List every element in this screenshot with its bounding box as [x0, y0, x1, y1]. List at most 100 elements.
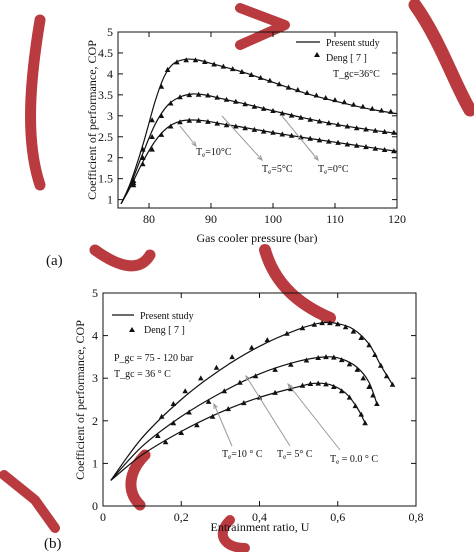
annotation-arrow-3	[287, 383, 341, 451]
data-marker-1	[369, 105, 375, 111]
data-marker-2	[149, 134, 155, 139]
y-tick-label: 1	[92, 456, 98, 470]
series-line-3	[110, 382, 366, 481]
plot-frame-a	[117, 31, 398, 209]
legend-note-b-2: T_gc = 36 ° C	[114, 369, 171, 380]
data-marker-1	[388, 108, 394, 114]
data-marker-1	[358, 334, 364, 340]
data-marker-2	[251, 103, 258, 109]
legend-note-a: T_gc=36°C	[333, 69, 380, 80]
data-marker-1	[140, 146, 146, 152]
data-marker-2	[186, 409, 192, 415]
y-tick-label: 5	[92, 286, 98, 300]
data-marker-3	[358, 411, 364, 417]
panel-tag-a: (a)	[46, 253, 63, 269]
data-marker-2	[338, 357, 345, 363]
data-marker-3	[331, 383, 337, 389]
data-marker-2	[195, 91, 202, 97]
data-marker-1	[192, 57, 199, 63]
legend-marker-b	[129, 327, 135, 332]
data-marker-3	[288, 132, 295, 138]
data-marker-1	[366, 342, 372, 348]
y-tick-label: 2	[92, 414, 98, 428]
annotation-arrow-1	[179, 125, 197, 147]
annotation-arrowhead-1	[191, 141, 197, 148]
data-marker-2	[323, 354, 329, 360]
y-tick-label: 2.5	[98, 130, 113, 144]
y-ticks-b: 0 1 2 3 4 5	[92, 286, 416, 513]
data-marker-2	[335, 121, 341, 127]
data-marker-2	[205, 398, 212, 404]
legend-marker-label-b: Deng [ 7 ]	[144, 325, 185, 336]
data-marker-3	[353, 142, 360, 148]
data-marker-3	[352, 403, 359, 409]
data-marker-3	[323, 381, 329, 387]
data-marker-1	[327, 320, 333, 326]
data-marker-3	[391, 148, 397, 154]
data-marker-1	[378, 107, 385, 113]
data-marker-2	[233, 98, 239, 104]
data-marker-3	[251, 126, 258, 132]
series-line-3	[120, 119, 398, 205]
series-label-b-2: Te= 5° C	[277, 449, 313, 461]
data-marker-1	[229, 354, 235, 360]
data-marker-2	[331, 354, 337, 360]
data-marker-3	[167, 123, 174, 129]
markers-b	[155, 320, 396, 445]
data-marker-2	[155, 432, 161, 438]
data-marker-2	[177, 94, 183, 100]
data-marker-3	[372, 145, 379, 151]
x-tick-label: 0,8	[409, 510, 424, 524]
data-marker-3	[307, 380, 314, 386]
data-marker-3	[158, 131, 165, 137]
annotation-arrow-3	[281, 115, 319, 161]
data-marker-2	[307, 116, 313, 122]
data-marker-3	[279, 131, 286, 137]
data-marker-2	[374, 401, 380, 406]
y-tick-label: 3	[107, 109, 113, 123]
y-tick-label: 0	[92, 499, 98, 513]
data-marker-3	[149, 146, 155, 152]
data-marker-1	[229, 66, 236, 72]
x-tick-label: 0	[100, 510, 106, 524]
annotation-arrowhead-3	[287, 382, 293, 389]
data-marker-1	[158, 413, 165, 419]
arrows-a	[179, 115, 319, 161]
annotation-arrowhead-3	[313, 155, 319, 161]
series-label-a-2: Te=5°C	[262, 164, 293, 176]
data-marker-3	[362, 420, 368, 426]
data-marker-1	[211, 61, 217, 67]
data-marker-3	[241, 400, 247, 406]
data-marker-1	[248, 71, 255, 77]
data-marker-2	[288, 112, 295, 118]
y-tick-label: 5	[107, 25, 113, 39]
data-marker-1	[164, 66, 171, 72]
data-marker-1	[342, 324, 349, 330]
data-marker-2	[326, 120, 332, 126]
data-marker-1	[350, 101, 357, 107]
data-marker-2	[360, 375, 366, 381]
data-marker-3	[299, 382, 306, 388]
x-tick-label: 120	[388, 212, 406, 226]
legend-note-b-1: P_gc = 75 - 120 bar	[114, 353, 194, 364]
x-ticks-a: 80 90 100 110 120	[143, 32, 406, 226]
series-label-a-3: Te=0°C	[318, 164, 349, 176]
x-axis-label-b: Entrainment ratio, U	[211, 520, 310, 534]
data-marker-2	[242, 101, 248, 107]
series-line-2	[120, 93, 398, 205]
data-marker-1	[350, 328, 357, 334]
panel-tag-b: (b)	[44, 536, 62, 552]
data-marker-3	[130, 182, 137, 188]
data-marker-2	[344, 123, 351, 129]
data-marker-2	[279, 110, 286, 116]
data-marker-1	[334, 321, 341, 327]
data-marker-2	[237, 379, 243, 385]
y-tick-label: 3.5	[98, 88, 113, 102]
data-marker-3	[162, 439, 169, 445]
series-line-2	[110, 356, 378, 481]
legend-line-label-b: Present study	[140, 311, 194, 322]
data-marker-2	[298, 114, 304, 120]
data-marker-3	[209, 413, 216, 419]
data-marker-3	[326, 138, 332, 144]
